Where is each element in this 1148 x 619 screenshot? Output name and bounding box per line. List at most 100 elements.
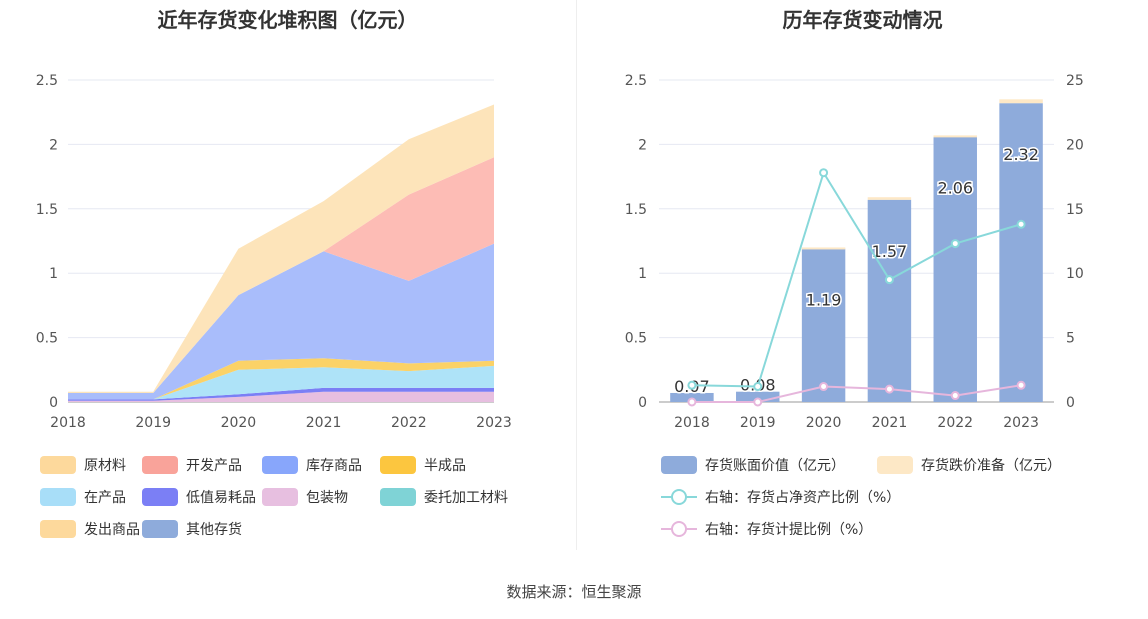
- inventory-change-bar-chart: 历年存货变动情况 000.551101.5152202.5250.070.081…: [577, 0, 1148, 560]
- right-chart-plot: 000.551101.5152202.5250.070.081.191.572.…: [625, 73, 1084, 431]
- legend-label: 右轴：存货计提比例（%）: [705, 522, 873, 538]
- line-point: [884, 384, 894, 394]
- legend-item[interactable]: 在产品: [40, 487, 126, 507]
- y-tick-label: 0.5: [625, 331, 647, 347]
- legend-label: 半成品: [424, 458, 466, 474]
- bar-book-value: [736, 391, 780, 402]
- legend-label: 在产品: [84, 490, 126, 506]
- legend-swatch: [380, 456, 416, 474]
- area-在产品: [68, 365, 494, 400]
- line-point: [753, 397, 763, 407]
- bar-impairment: [933, 135, 977, 138]
- area-库存商品: [68, 243, 494, 400]
- bar-book-value: [801, 248, 846, 402]
- x-tick-label: 2021: [306, 415, 342, 431]
- y-tick-label: 0.5: [36, 331, 58, 347]
- legend-label: 其他存货: [186, 522, 242, 538]
- x-tick-label: 2018: [50, 415, 86, 431]
- legend-item[interactable]: 存货账面价值（亿元）: [661, 455, 845, 475]
- bar-data-label: 1.57: [872, 242, 908, 261]
- left-chart-title: 近年存货变化堆积图（亿元）: [157, 8, 418, 32]
- legend-label: 原材料: [84, 458, 126, 474]
- x-tick-label: 2023: [1003, 415, 1039, 431]
- line-point: [753, 382, 763, 392]
- line-point: [1016, 380, 1026, 390]
- legend-swatch: [262, 456, 298, 474]
- line-point: [950, 391, 960, 401]
- line-point: [819, 168, 829, 178]
- legend-item[interactable]: 开发产品: [142, 455, 242, 475]
- x-tick-label: 2019: [740, 415, 776, 431]
- bar-impairment: [801, 247, 846, 250]
- y-tick-label: 1.5: [625, 202, 647, 218]
- line-右轴：存货占净资产比例（%）: [691, 170, 1022, 388]
- legend-label: 发出商品: [84, 522, 140, 538]
- y-tick-label: 1.5: [36, 202, 58, 218]
- y2-tick-label: 25: [1066, 73, 1084, 89]
- y-tick-label: 2: [49, 137, 58, 153]
- area-包装物: [68, 391, 494, 402]
- legend-item[interactable]: 发出商品: [40, 519, 140, 539]
- y2-tick-label: 0: [1066, 395, 1075, 411]
- y2-tick-label: 5: [1066, 331, 1075, 347]
- legend-swatch: [142, 520, 178, 538]
- x-tick-label: 2023: [476, 415, 512, 431]
- legend-label: 委托加工材料: [424, 490, 508, 506]
- panel-divider: [576, 0, 577, 550]
- legend-item[interactable]: 低值易耗品: [142, 487, 256, 507]
- line-point: [819, 382, 829, 392]
- legend-swatch: [661, 488, 697, 506]
- y-tick-label: 0: [49, 395, 58, 411]
- legend-label: 存货账面价值（亿元）: [705, 458, 845, 474]
- x-tick-label: 2022: [391, 415, 427, 431]
- left-chart-plot: 0 0.5 1 1.5 2 2.5 2018 2019 2020 2021 2022 2023: [36, 73, 512, 431]
- legend-swatch: [40, 520, 76, 538]
- line-point: [1016, 219, 1026, 229]
- legend-item[interactable]: 存货跌价准备（亿元）: [877, 455, 1061, 475]
- legend-item[interactable]: 其他存货: [142, 519, 242, 539]
- x-tick-label: 2018: [674, 415, 710, 431]
- bar-book-value: [867, 199, 912, 402]
- legend-swatch: [142, 456, 178, 474]
- bar-data-label: 1.19: [806, 291, 842, 310]
- legend-label: 开发产品: [186, 458, 242, 474]
- data-source-note: 数据来源：恒生聚源: [506, 583, 642, 601]
- legend-label: 存货跌价准备（亿元）: [921, 458, 1061, 474]
- legend-label: 包装物: [306, 490, 348, 506]
- y2-tick-label: 15: [1066, 202, 1084, 218]
- area-原材料: [68, 104, 494, 393]
- bar-book-value: [933, 136, 977, 402]
- right-chart-title: 历年存货变动情况: [782, 8, 943, 32]
- legend-swatch: [262, 488, 298, 506]
- legend-swatch: [380, 488, 416, 506]
- bar-data-label: 2.32: [1003, 145, 1039, 164]
- x-tick-label: 2022: [937, 415, 973, 431]
- x-tick-label: 2020: [221, 415, 257, 431]
- legend-label: 库存商品: [306, 458, 362, 474]
- line-point: [950, 239, 960, 249]
- line-point: [687, 397, 697, 407]
- legend-item[interactable]: 委托加工材料: [380, 487, 508, 507]
- legend-item[interactable]: 库存商品: [262, 455, 362, 475]
- y-tick-label: 1: [638, 266, 647, 282]
- y2-tick-label: 10: [1066, 266, 1084, 282]
- y-tick-label: 2: [638, 137, 647, 153]
- legend-item[interactable]: 右轴：存货计提比例（%）: [661, 519, 872, 539]
- y-tick-label: 2.5: [36, 73, 58, 89]
- y-tick-label: 2.5: [625, 73, 647, 89]
- legend-swatch: [877, 456, 913, 474]
- legend-item[interactable]: 半成品: [380, 455, 466, 475]
- legend-swatch: [142, 488, 178, 506]
- bar-book-value: [999, 103, 1043, 403]
- x-tick-label: 2020: [806, 415, 842, 431]
- y2-tick-label: 20: [1066, 137, 1084, 153]
- legend-label: 低值易耗品: [186, 490, 256, 506]
- legend-item[interactable]: 原材料: [40, 455, 126, 475]
- legend-item[interactable]: 包装物: [262, 487, 348, 507]
- legend-swatch: [40, 488, 76, 506]
- legend-item[interactable]: 右轴：存货占净资产比例（%）: [661, 487, 900, 507]
- line-右轴：存货计提比例（%）: [691, 384, 1022, 403]
- bar-book-value: [670, 392, 714, 402]
- line-point: [884, 275, 894, 285]
- area-开发产品: [68, 157, 494, 393]
